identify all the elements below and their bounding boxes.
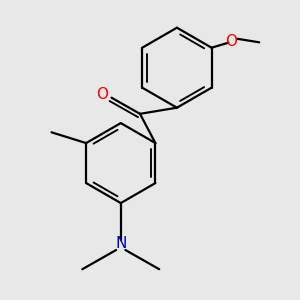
Text: N: N — [115, 236, 127, 251]
Text: O: O — [226, 34, 238, 49]
Text: O: O — [96, 87, 108, 102]
